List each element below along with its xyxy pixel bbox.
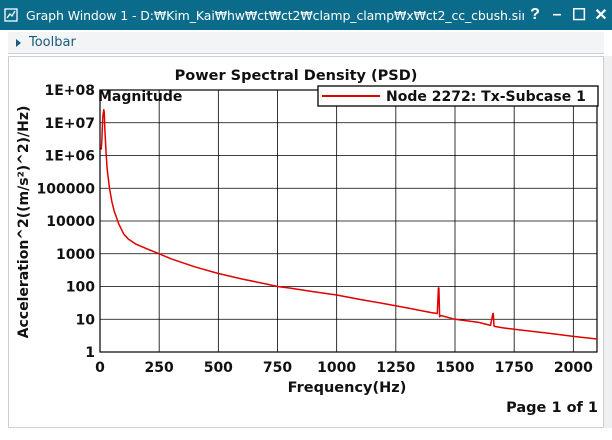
toolbar-expander[interactable]: Toolbar [8, 32, 604, 54]
graph-window-icon [4, 8, 18, 22]
page-indicator: Page 1 of 1 [506, 400, 598, 416]
close-button[interactable]: ✕ [594, 7, 608, 24]
toolbar-label: Toolbar [29, 35, 76, 50]
graph-area [8, 56, 604, 428]
expand-arrow-icon [16, 38, 21, 47]
window-title: Graph Window 1 - D:₩Kim_Kai₩hw₩ct₩ct2₩cl… [26, 7, 524, 23]
maximize-button[interactable]: ☐ [571, 7, 587, 24]
minimize-button[interactable]: – [552, 6, 562, 23]
help-button[interactable]: ? [530, 6, 540, 23]
scrollbar[interactable] [604, 56, 612, 428]
title-bar: Graph Window 1 - D:₩Kim_Kai₩hw₩ct₩ct2₩cl… [0, 0, 612, 30]
